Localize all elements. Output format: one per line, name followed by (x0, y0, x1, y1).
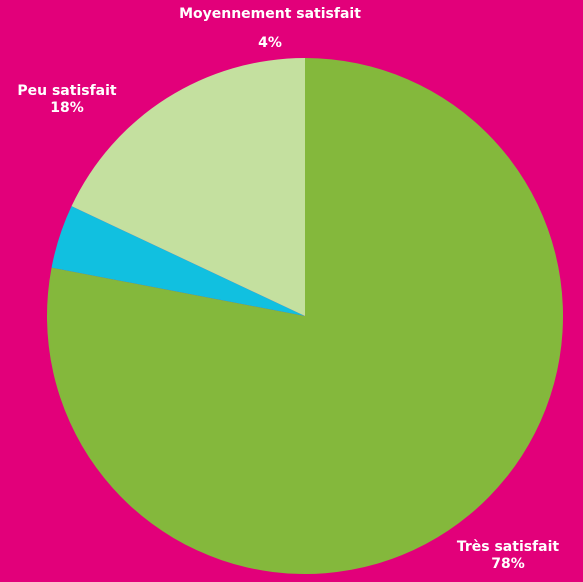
slice-name: Très satisfait (456, 539, 560, 555)
pie-slice-tres-satisfait (47, 58, 564, 574)
pie-slice-moyennement-satisfait (51, 206, 305, 316)
slice-value: 4% (258, 35, 282, 51)
slice-value: 78% (491, 556, 525, 572)
slice-label-peu-satisfait: Peu satisfait 18% (2, 83, 132, 117)
slice-label-moyennement-satisfait: Moyennement satisfait 4% (150, 6, 390, 52)
slice-label-tres-satisfait: Très satisfait 78% (438, 539, 578, 573)
pie-slice-peu-satisfait (71, 57, 305, 317)
slice-name: Moyennement satisfait (179, 6, 361, 22)
slice-value: 18% (50, 100, 84, 116)
slice-name: Peu satisfait (17, 83, 117, 99)
